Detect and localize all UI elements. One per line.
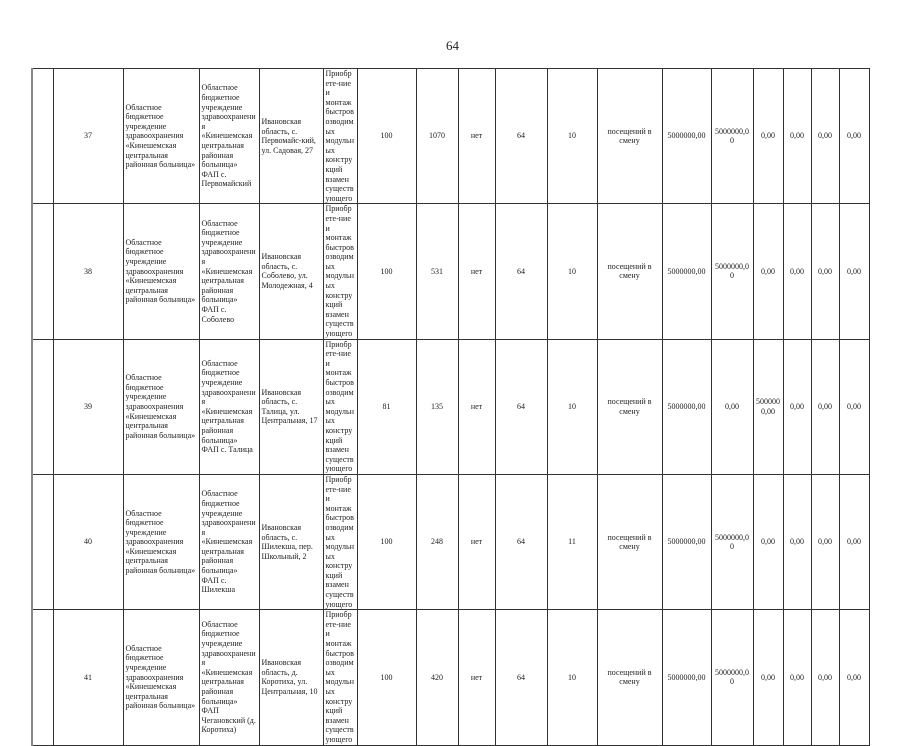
address-cell: Ивановская область, с. Соболево, ул. Мол… (258, 203, 324, 340)
amount-col16-cell: 0,00 (810, 338, 840, 475)
work-type-cell: Приобрете-ние и монтаж быстровозводимых … (322, 338, 358, 475)
amount-col14-cell: 0,00 (752, 473, 784, 611)
capacity-unit-cell: посещений в смену (596, 67, 663, 205)
facility-name-cell: Областное бюджетное учреждение здравоохр… (198, 203, 260, 340)
organization-cell: Областное бюджетное учреждение здравоохр… (122, 609, 200, 746)
total-cost-cell: 5000000,00 (661, 67, 712, 205)
value-col7-cell: 1070 (415, 67, 459, 205)
row-number-cell: 37 (52, 67, 124, 205)
value-col10-cell: 10 (546, 338, 598, 475)
row-number-cell: 41 (52, 609, 124, 746)
amount-col16-cell: 0,00 (810, 473, 840, 611)
value-col9-cell: 64 (494, 203, 548, 340)
facility-name-cell: Областное бюджетное учреждение здравоохр… (198, 609, 260, 746)
row-margin-cell (31, 203, 54, 340)
row-number-cell: 39 (52, 338, 124, 475)
table-row: 39 Областное бюджетное учреждение здравоо… (31, 338, 870, 475)
capacity-unit-cell: посещений в смену (596, 609, 663, 746)
row-margin-cell (31, 67, 54, 205)
amount-col13-cell: 5000000,00 (710, 609, 754, 746)
work-type-cell: Приобрете-ние и монтаж быстровозводимых … (322, 67, 358, 205)
value-col10-cell: 10 (546, 609, 598, 746)
amount-col15-cell: 0,00 (782, 609, 812, 746)
value-col6-cell: 100 (356, 203, 417, 340)
capacity-unit-cell: посещений в смену (596, 203, 663, 340)
address-cell: Ивановская область, с. Талица, ул. Центр… (258, 338, 324, 475)
amount-col13-cell: 0,00 (710, 338, 754, 475)
value-col8-cell: нет (457, 609, 496, 746)
address-cell: Ивановская область, д. Коротиха, ул. Цен… (258, 609, 324, 746)
value-col7-cell: 248 (415, 473, 459, 611)
row-margin-cell (31, 609, 54, 746)
value-col7-cell: 531 (415, 203, 459, 340)
value-col8-cell: нет (457, 338, 496, 475)
page-number: 64 (446, 38, 459, 53)
value-col10-cell: 11 (546, 473, 598, 611)
value-col8-cell: нет (457, 473, 496, 611)
total-cost-cell: 5000000,00 (661, 203, 712, 340)
value-col8-cell: нет (457, 67, 496, 205)
amount-col13-cell: 5000000,00 (710, 473, 754, 611)
address-cell: Ивановская область, с. Шилекша, пер. Шко… (258, 473, 324, 611)
value-col7-cell: 420 (415, 609, 459, 746)
value-col9-cell: 64 (494, 609, 548, 746)
value-col9-cell: 64 (494, 338, 548, 475)
amount-col15-cell: 0,00 (782, 67, 812, 205)
amount-col15-cell: 0,00 (782, 203, 812, 340)
value-col10-cell: 10 (546, 67, 598, 205)
amount-col14-cell: 0,00 (752, 67, 784, 205)
facility-name-cell: Областное бюджетное учреждение здравоохр… (198, 338, 260, 475)
work-type-cell: Приобрете-ние и монтаж быстровозводимых … (322, 609, 358, 746)
value-col9-cell: 64 (494, 473, 548, 611)
table-row: 38 Областное бюджетное учреждение здравоо… (31, 203, 870, 340)
total-cost-cell: 5000000,00 (661, 609, 712, 746)
row-margin-cell (31, 473, 54, 611)
value-col10-cell: 10 (546, 203, 598, 340)
amount-col17-cell: 0,00 (838, 609, 870, 746)
total-cost-cell: 5000000,00 (661, 473, 712, 611)
row-number-cell: 40 (52, 473, 124, 611)
amount-col16-cell: 0,00 (810, 609, 840, 746)
table-row: 37 Областное бюджетное учреждение здравоо… (31, 67, 870, 205)
value-col6-cell: 81 (356, 338, 417, 475)
value-col7-cell: 135 (415, 338, 459, 475)
amount-col14-cell: 0,00 (752, 203, 784, 340)
table-row: 41 Областное бюджетное учреждение здравоо… (31, 609, 870, 746)
capacity-unit-cell: посещений в смену (596, 338, 663, 475)
organization-cell: Областное бюджетное учреждение здравоохр… (122, 338, 200, 475)
amount-col15-cell: 0,00 (782, 473, 812, 611)
amount-col14-cell: 0,00 (752, 609, 784, 746)
work-type-cell: Приобрете-ние и монтаж быстровозводимых … (322, 203, 358, 340)
value-col9-cell: 64 (494, 67, 548, 205)
value-col8-cell: нет (457, 203, 496, 340)
address-cell: Ивановская область, с. Первомайс-кий, ул… (258, 67, 324, 205)
amount-col14-cell: 5000000,00 (752, 338, 784, 475)
amount-col17-cell: 0,00 (838, 67, 870, 205)
value-col6-cell: 100 (356, 609, 417, 746)
amount-col16-cell: 0,00 (810, 203, 840, 340)
capacity-unit-cell: посещений в смену (596, 473, 663, 611)
work-type-cell: Приобрете-ние и монтаж быстровозводимых … (322, 473, 358, 611)
facility-name-cell: Областное бюджетное учреждение здравоохр… (198, 67, 260, 205)
total-cost-cell: 5000000,00 (661, 338, 712, 475)
amount-col17-cell: 0,00 (838, 338, 870, 475)
amount-col15-cell: 0,00 (782, 338, 812, 475)
organization-cell: Областное бюджетное учреждение здравоохр… (122, 67, 200, 205)
amount-col16-cell: 0,00 (810, 67, 840, 205)
row-margin-cell (31, 338, 54, 475)
row-number-cell: 38 (52, 203, 124, 340)
amount-col17-cell: 0,00 (838, 203, 870, 340)
table-row: 40 Областное бюджетное учреждение здравоо… (31, 473, 870, 611)
value-col6-cell: 100 (356, 473, 417, 611)
value-col6-cell: 100 (356, 67, 417, 205)
amount-col17-cell: 0,00 (838, 473, 870, 611)
organization-cell: Областное бюджетное учреждение здравоохр… (122, 203, 200, 340)
facility-name-cell: Областное бюджетное учреждение здравоохр… (198, 473, 260, 611)
facilities-table: 37 Областное бюджетное учреждение здравоо… (31, 67, 870, 746)
amount-col13-cell: 5000000,00 (710, 203, 754, 340)
organization-cell: Областное бюджетное учреждение здравоохр… (122, 473, 200, 611)
amount-col13-cell: 5000000,00 (710, 67, 754, 205)
